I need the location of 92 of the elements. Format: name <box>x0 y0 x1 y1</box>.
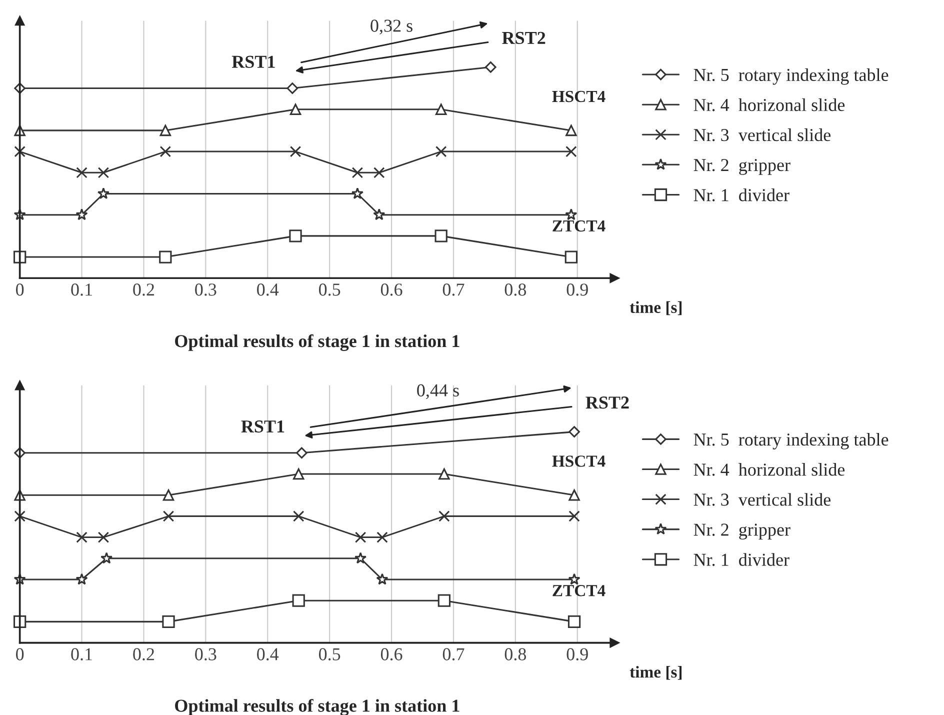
legend-label: Nr. 5 rotary indexing table <box>694 68 888 85</box>
x-tick-label: 0 <box>16 284 24 296</box>
x-tick-label: 0.4 <box>257 284 279 296</box>
point <box>438 510 450 522</box>
legend-label: Nr. 2 gripper <box>694 524 790 540</box>
legend-label: Nr. 3 vertical slide <box>694 493 831 506</box>
annotation: HSCT4 <box>552 90 606 102</box>
x-tick-label: 0.1 <box>71 284 92 296</box>
point <box>14 146 26 158</box>
x-tick-label: 0.9 <box>566 648 588 660</box>
point <box>373 208 386 220</box>
point <box>435 146 447 158</box>
point <box>76 532 88 543</box>
point <box>98 167 110 178</box>
point <box>568 510 580 522</box>
legend-label: Nr. 3 vertical slide <box>694 128 831 142</box>
x-tick-label: 0.5 <box>318 648 340 660</box>
x-tick-label: 0.3 <box>195 284 216 296</box>
point <box>296 447 308 459</box>
point <box>438 468 450 480</box>
annotation: HSCT4 <box>552 456 606 467</box>
point <box>374 167 385 178</box>
point <box>484 61 496 73</box>
point <box>292 594 305 607</box>
point <box>438 594 451 607</box>
x-tick-label: 0.1 <box>71 648 92 660</box>
legend-label: Nr. 5 rotary indexing table <box>694 432 888 450</box>
legend-label: Nr. 4 horizonal slide <box>694 463 845 476</box>
legend-label: Nr. 2 gripper <box>694 159 790 175</box>
point <box>435 104 447 115</box>
point <box>354 532 366 543</box>
legend-label: Nr. 1 divider <box>694 188 790 202</box>
x-tick-label: 0.5 <box>318 284 340 296</box>
point <box>76 167 88 178</box>
x-tick-label: 0.4 <box>257 648 279 660</box>
x-axis-title: time [s] <box>630 666 682 680</box>
point <box>354 552 367 564</box>
point <box>564 250 578 264</box>
point <box>290 146 302 158</box>
x-tick-label: 0.9 <box>566 284 588 296</box>
annotation: ZTCT4 <box>552 220 606 232</box>
point <box>568 489 580 501</box>
point <box>566 146 577 158</box>
point <box>14 250 26 264</box>
x-tick-label: 0.8 <box>504 284 526 296</box>
text: Optimal results of stage 1 in station 1 <box>175 334 460 352</box>
x-tick-label: 0.7 <box>442 648 464 660</box>
point <box>286 82 298 94</box>
point <box>568 615 581 628</box>
x-tick-label: 0.7 <box>442 284 464 296</box>
point <box>76 573 88 585</box>
point <box>76 208 88 220</box>
x-tick-label: 0 <box>16 648 24 660</box>
x-tick-label: 0.8 <box>504 648 526 660</box>
x-axis-title: time [s] <box>630 301 682 316</box>
point <box>566 124 577 136</box>
annotation: RST1 <box>232 56 275 68</box>
point <box>14 510 26 522</box>
point <box>160 146 172 158</box>
point <box>434 230 448 242</box>
legend-label: Nr. 4 horizonal slide <box>694 98 845 112</box>
point <box>290 104 302 115</box>
point <box>162 615 175 628</box>
x-tick-label: 0.3 <box>195 648 216 660</box>
text: 0,44 s <box>417 384 459 400</box>
point <box>376 532 388 543</box>
x-tick-label: 0.6 <box>380 648 402 660</box>
point <box>97 187 110 199</box>
point <box>160 124 172 136</box>
point <box>289 230 302 242</box>
point <box>292 468 304 480</box>
point <box>351 187 364 199</box>
annotation: RST1 <box>241 420 284 433</box>
legend-label: Nr. 1 divider <box>694 553 790 566</box>
point <box>352 167 364 178</box>
point <box>159 250 172 264</box>
point <box>100 552 113 564</box>
point <box>292 510 304 522</box>
x-tick-label: 0.2 <box>133 284 154 296</box>
annotation: ZTCT4 <box>552 585 606 596</box>
x-tick-label: 0.6 <box>380 284 402 296</box>
point <box>376 573 388 585</box>
point <box>98 532 110 543</box>
x-tick-label: 0.2 <box>133 648 154 660</box>
point <box>565 208 578 220</box>
point <box>162 489 174 501</box>
point <box>568 426 580 438</box>
annotation: RST2 <box>502 32 546 44</box>
point <box>162 510 174 522</box>
text: 0,32 s <box>370 20 412 34</box>
annotation: RST2 <box>586 396 629 409</box>
point <box>568 573 580 585</box>
